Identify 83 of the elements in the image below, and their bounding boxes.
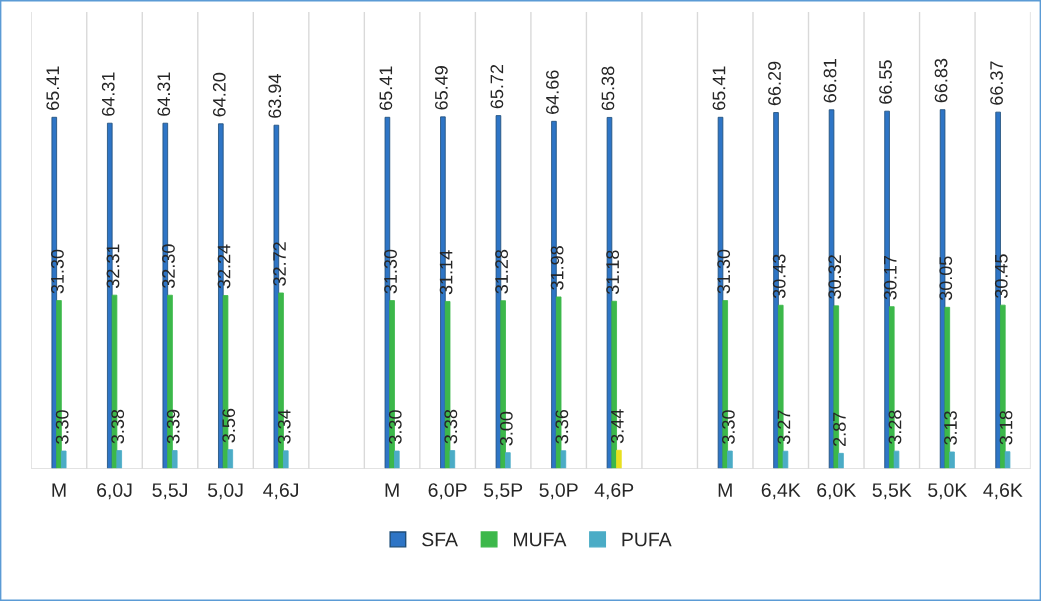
data-label: 65.38 xyxy=(601,66,615,111)
data-label: 31.30 xyxy=(717,249,731,294)
data-label: 65.41 xyxy=(46,66,60,110)
bar xyxy=(782,450,789,469)
bar xyxy=(727,450,733,469)
data-label: 66.29 xyxy=(768,61,781,106)
data-label: 3.30 xyxy=(55,410,69,444)
data-label: 31.98 xyxy=(550,246,564,290)
bar xyxy=(283,450,289,469)
data-label: 66.55 xyxy=(879,60,892,104)
bar xyxy=(171,450,178,469)
bar xyxy=(838,452,844,469)
data-label: 32.31 xyxy=(106,244,120,289)
x-tick-label: M xyxy=(385,483,399,497)
data-label: 64.31 xyxy=(157,72,171,116)
data-label: 3.44 xyxy=(610,409,624,444)
data-label: 32.30 xyxy=(162,244,175,289)
data-label: 2.87 xyxy=(833,412,846,446)
legend-label: MUFA xyxy=(514,532,567,547)
x-tick-label: M xyxy=(718,483,732,497)
x-tick-label: 5,0J xyxy=(207,483,243,500)
data-label: 3.13 xyxy=(944,411,957,445)
bar xyxy=(616,449,622,469)
data-label: 3.34 xyxy=(277,409,291,444)
data-label: 3.18 xyxy=(999,410,1013,445)
data-label: 3.30 xyxy=(388,410,402,444)
data-label: 31.30 xyxy=(384,249,397,294)
x-tick-label: 5,5K xyxy=(872,483,912,500)
data-label: 3.30 xyxy=(722,410,735,444)
x-tick-label: 5,0P xyxy=(539,483,578,500)
data-label: 31.28 xyxy=(495,249,508,294)
data-label: 65.41 xyxy=(712,66,726,110)
data-label: 65.72 xyxy=(490,64,504,109)
data-label: 31.18 xyxy=(606,250,620,295)
data-label: 66.37 xyxy=(990,61,1003,105)
bar xyxy=(449,450,456,469)
data-label: 3.00 xyxy=(499,411,513,446)
data-label: 3.28 xyxy=(888,410,902,445)
legend-label: PUFA xyxy=(622,532,672,547)
bar xyxy=(60,450,67,469)
data-label: 31.14 xyxy=(439,250,453,295)
data-label: 32.24 xyxy=(217,244,231,289)
data-label: 63.94 xyxy=(268,74,282,118)
bar xyxy=(1004,451,1011,469)
data-label: 31.30 xyxy=(51,249,64,294)
data-label: 30.17 xyxy=(883,255,897,300)
data-label: 3.38 xyxy=(111,409,125,444)
legend-label: SFA xyxy=(422,532,458,547)
data-label: 32.72 xyxy=(273,242,286,286)
bar xyxy=(505,452,511,469)
bar xyxy=(227,449,234,469)
data-label: 64.20 xyxy=(212,72,226,117)
data-label: 30.43 xyxy=(772,254,786,299)
bar xyxy=(893,450,900,469)
data-label: 3.36 xyxy=(555,409,569,444)
bar xyxy=(116,450,123,469)
data-label: 3.38 xyxy=(444,409,458,444)
data-label: 3.27 xyxy=(777,410,791,445)
data-label: 66.83 xyxy=(934,58,948,103)
x-tick-label: 4,6K xyxy=(983,483,1023,500)
data-label: 3.39 xyxy=(166,409,180,444)
x-tick-label: 4,6J xyxy=(263,483,298,500)
data-label: 30.32 xyxy=(828,255,842,299)
x-tick-label: 6,4K xyxy=(761,483,801,500)
bar xyxy=(560,450,567,469)
data-label: 65.41 xyxy=(379,66,393,110)
bar xyxy=(394,450,400,469)
x-tick-label: 6,0K xyxy=(817,483,857,500)
x-tick-label: 5,0K xyxy=(928,483,968,500)
data-label: 66.81 xyxy=(823,59,837,103)
bar xyxy=(949,451,955,469)
x-tick-label: 5,5P xyxy=(483,483,523,500)
x-tick-label: 6,0P xyxy=(428,483,467,500)
x-tick-label: 6,0J xyxy=(97,483,132,500)
data-label: 30.05 xyxy=(939,256,953,301)
x-tick-label: M xyxy=(52,483,66,497)
data-label: 65.49 xyxy=(434,66,448,110)
x-tick-label: 5,5J xyxy=(152,483,187,500)
data-label: 3.56 xyxy=(222,408,236,443)
data-label: 64.66 xyxy=(546,70,559,114)
data-label: 64.31 xyxy=(101,72,115,116)
data-label: 30.45 xyxy=(994,254,1008,299)
x-tick-label: 4,6P xyxy=(594,483,634,500)
